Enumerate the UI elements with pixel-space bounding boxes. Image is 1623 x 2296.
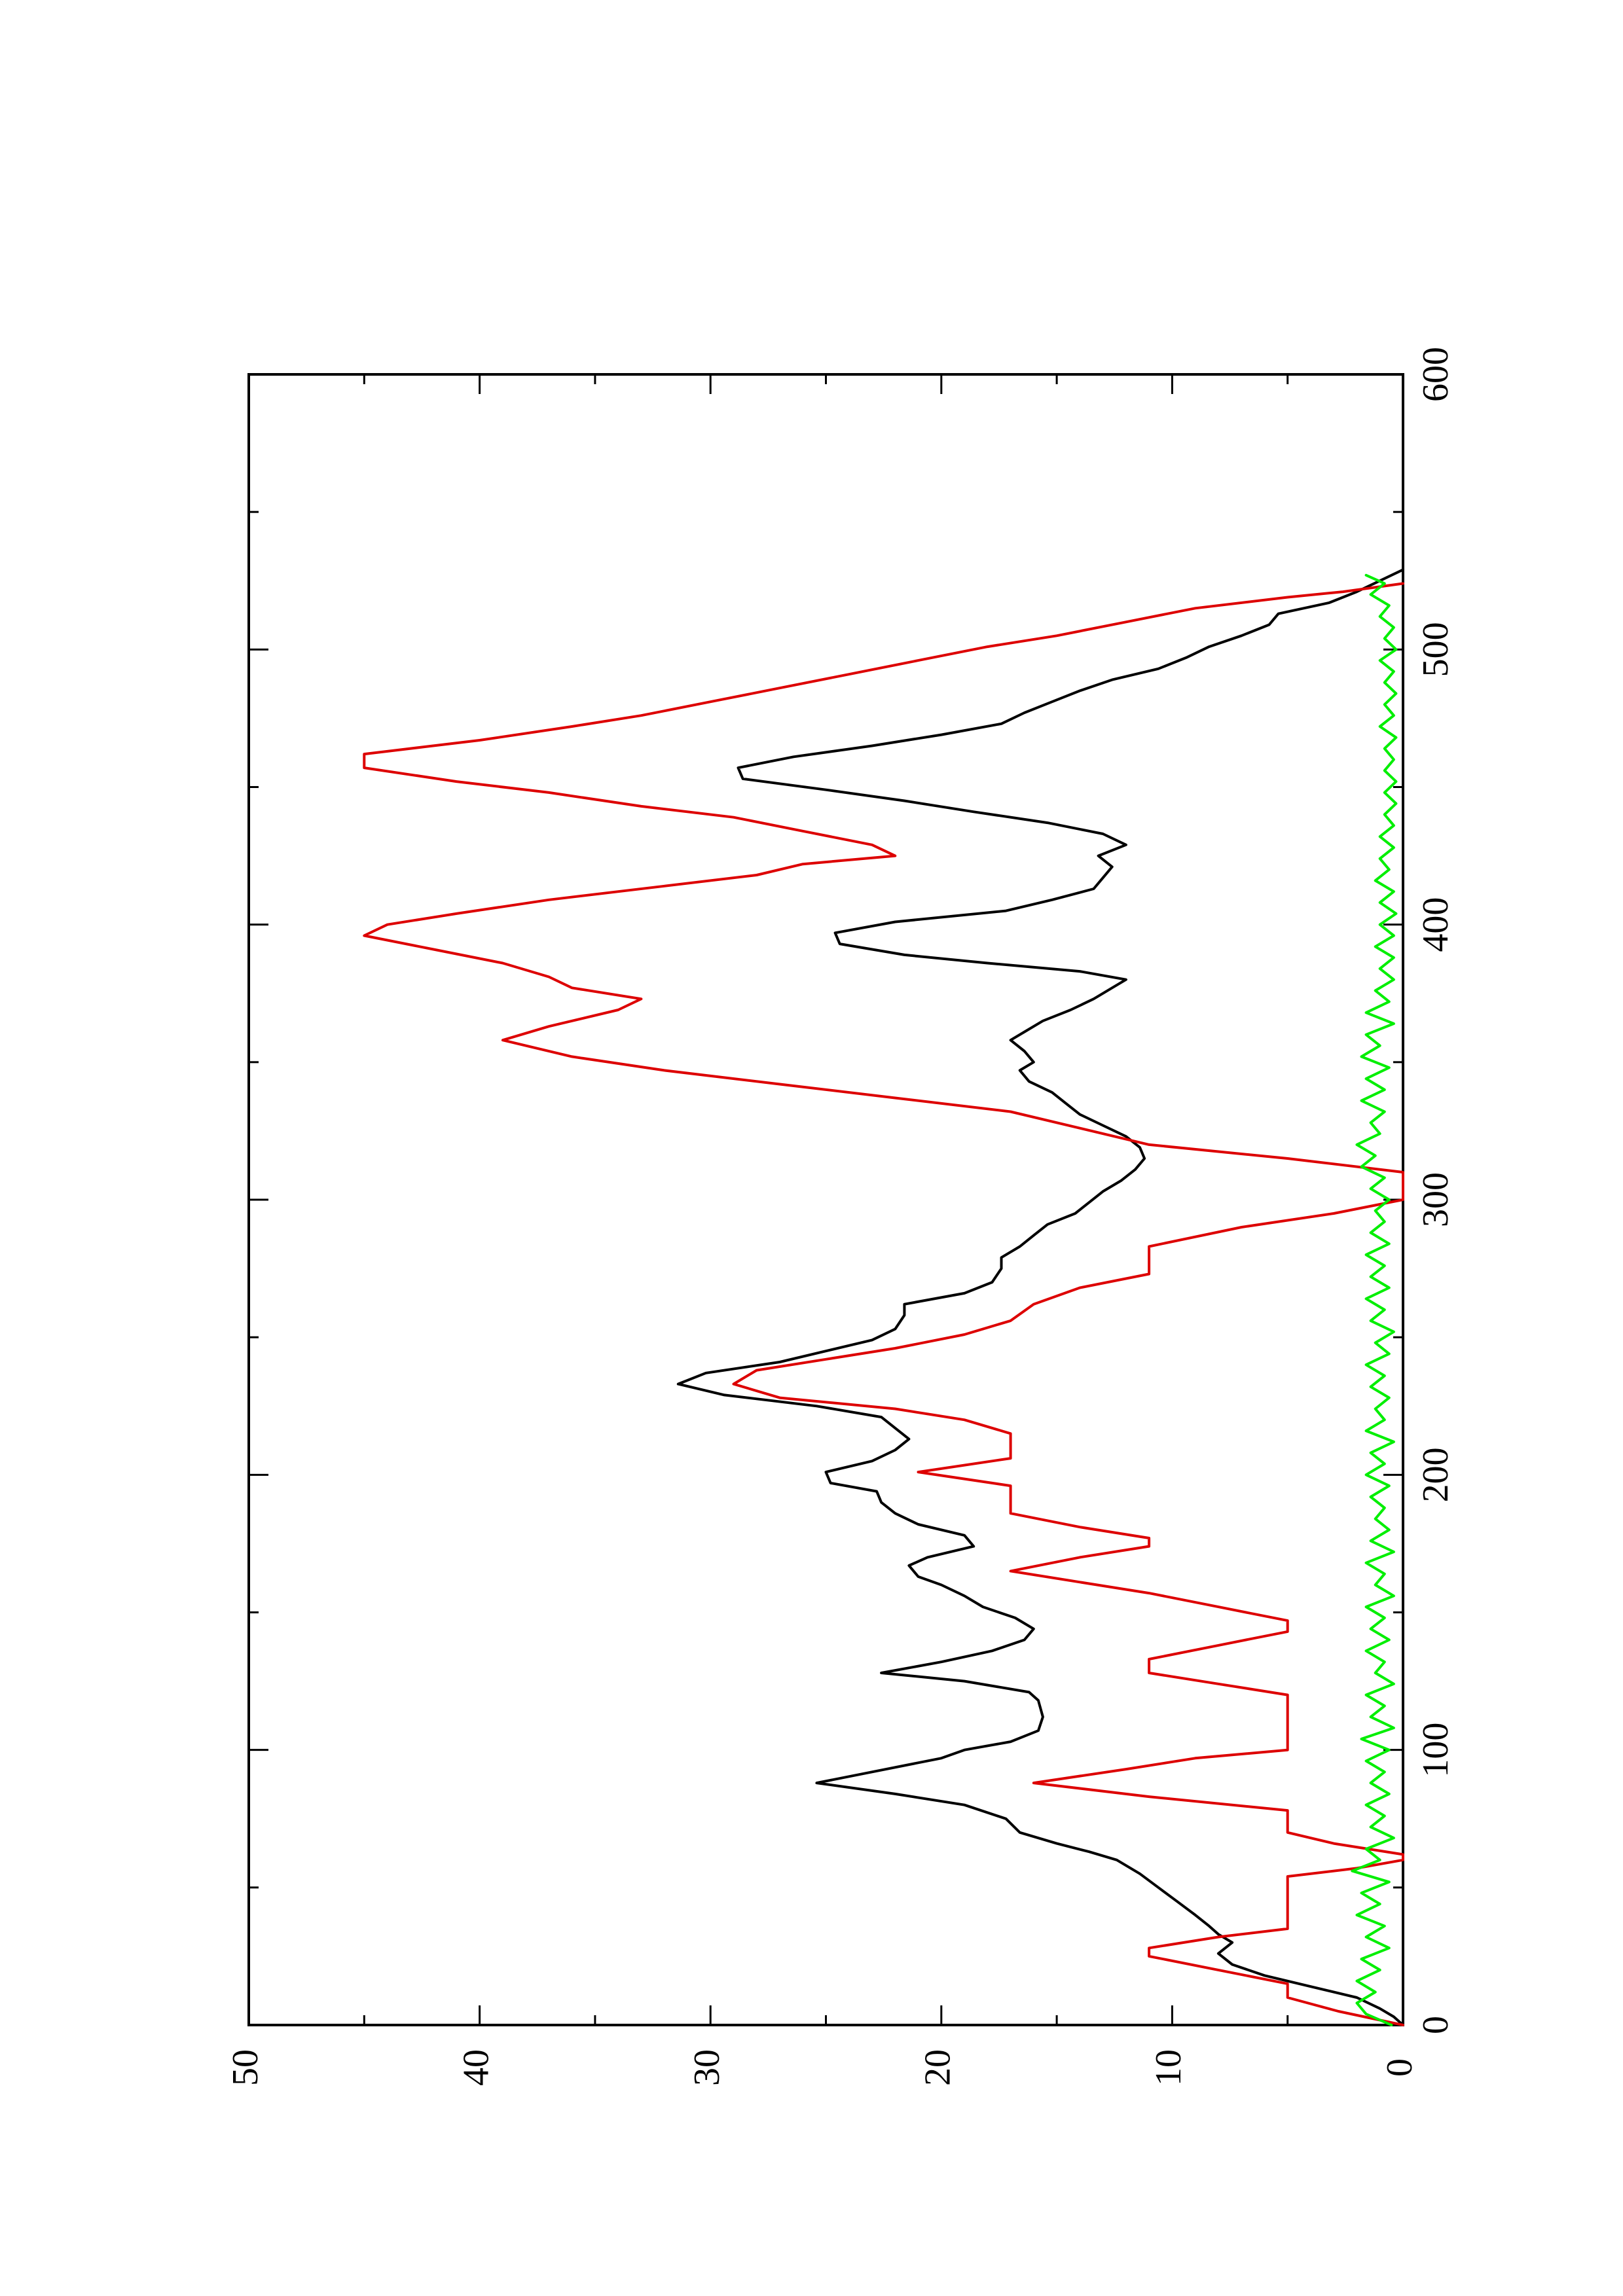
y-tick-label: 0 <box>1379 2058 1420 2077</box>
x-tick-label: 400 <box>1415 897 1456 952</box>
y-tick-label: 20 <box>918 2049 958 2086</box>
series-red-line <box>363 582 1404 2026</box>
series-black-line <box>676 568 1404 2026</box>
y-tick-label: 50 <box>225 2049 266 2086</box>
y-tick-label: 10 <box>1148 2049 1189 2086</box>
x-tick-label: 300 <box>1415 1172 1456 1227</box>
y-tick-label: 40 <box>456 2049 496 2086</box>
x-tick-label: 600 <box>1415 347 1456 402</box>
y-tick-label: 30 <box>687 2049 727 2086</box>
plot-frame <box>247 373 1404 2026</box>
x-tick-label: 100 <box>1415 1723 1456 1778</box>
x-tick-label: 0 <box>1415 2016 1456 2034</box>
series-green-line <box>1351 573 1398 2026</box>
x-tick-label: 500 <box>1415 622 1456 677</box>
x-tick-label: 200 <box>1415 1447 1456 1502</box>
